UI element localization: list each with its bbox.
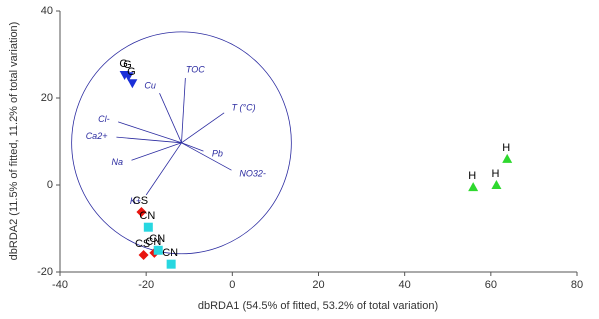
point <box>491 180 502 189</box>
vector-label: Pb <box>212 148 223 158</box>
vector <box>181 77 186 143</box>
x-tick-label: -40 <box>52 279 68 291</box>
point <box>138 250 149 261</box>
vector <box>131 142 182 161</box>
vector-label: NO32- <box>239 168 266 178</box>
point-label: CN <box>145 236 161 248</box>
vector-label: TOC <box>186 64 205 74</box>
x-tick-label: 80 <box>571 279 583 291</box>
vector <box>145 142 182 196</box>
correlation-circle <box>71 31 292 255</box>
point-label: H <box>468 170 476 182</box>
point <box>143 222 153 232</box>
point <box>136 206 147 217</box>
vector-label: Na <box>112 157 124 167</box>
point-label: G <box>127 66 136 78</box>
point-label: G <box>123 59 132 71</box>
vector <box>116 136 182 144</box>
point-label: G <box>119 58 128 70</box>
x-tick-label: 60 <box>485 279 497 291</box>
x-tick-label: -20 <box>138 279 154 291</box>
point-label: CN <box>139 210 155 222</box>
point-label: H <box>491 168 499 180</box>
vector-label: K+ <box>130 196 141 206</box>
y-tick-label: 40 <box>41 5 53 17</box>
point <box>153 245 163 255</box>
vector <box>181 112 225 144</box>
vector-label: Cl- <box>98 114 110 124</box>
point-label: CS <box>133 195 148 207</box>
x-tick-label: 40 <box>399 279 411 291</box>
point <box>123 72 134 82</box>
point <box>468 182 479 192</box>
vector <box>118 121 182 144</box>
point-label: H <box>502 142 510 154</box>
y-tick-label: 20 <box>41 92 53 104</box>
vector-label: T (°C) <box>232 103 256 113</box>
point-label: CS <box>135 238 150 250</box>
y-tick-label: 0 <box>47 179 53 191</box>
point-label: CN <box>149 233 165 245</box>
x-axis-title: dbRDA1 (54.5% of fitted, 53.2% of total … <box>198 300 438 312</box>
point <box>502 153 513 163</box>
vector <box>159 93 182 143</box>
vector-label: Ca2+ <box>86 131 108 141</box>
point <box>127 79 138 89</box>
vector <box>181 142 232 171</box>
y-tick-label: -20 <box>37 266 53 278</box>
x-tick-label: 20 <box>312 279 324 291</box>
x-tick-label: 0 <box>229 279 235 291</box>
vector <box>181 142 204 152</box>
point <box>166 259 176 269</box>
point-label: CN <box>162 247 178 259</box>
vector-label: Cu <box>144 80 156 90</box>
y-axis-title: dbRDA2 (11.5% of fitted, 11.2% of total … <box>8 22 20 261</box>
